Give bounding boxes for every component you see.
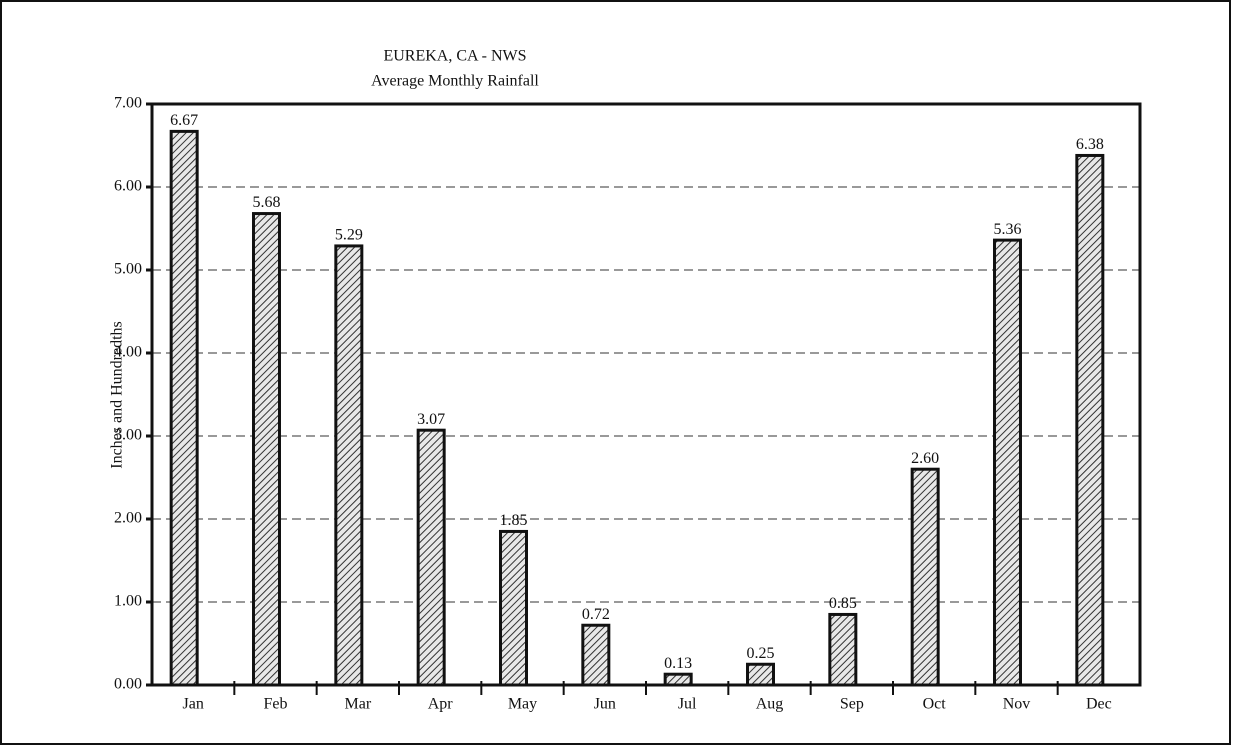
x-tick-label: Apr xyxy=(428,696,454,713)
y-tick-label: 7.00 xyxy=(114,95,142,112)
x-tick-label: Jul xyxy=(678,696,697,713)
value-label: 0.85 xyxy=(829,595,857,612)
bar xyxy=(499,529,528,687)
plot-frame xyxy=(150,102,1142,687)
y-tick-label: 0.00 xyxy=(114,676,142,693)
x-tick-label: Nov xyxy=(1003,696,1031,713)
x-tick-label: Mar xyxy=(345,696,372,713)
value-label: 5.68 xyxy=(253,194,281,211)
x-tick-label: Dec xyxy=(1086,696,1112,713)
chart-subtitle: Average Monthly Rainfall xyxy=(371,73,539,90)
y-axis-label: Inches and Hundredths xyxy=(109,321,126,469)
bar xyxy=(252,212,281,687)
value-label: 0.72 xyxy=(582,606,610,623)
y-tick-label: 5.00 xyxy=(114,261,142,278)
bar xyxy=(416,428,446,687)
bar xyxy=(334,244,364,687)
bar xyxy=(746,662,775,687)
x-tick-label: Jan xyxy=(183,696,204,713)
x-tick-label: Feb xyxy=(264,696,288,713)
x-tick-label: Jun xyxy=(594,696,616,713)
y-tick-label: 6.00 xyxy=(114,178,142,195)
value-label: 3.07 xyxy=(417,411,445,428)
y-tick-label: 3.00 xyxy=(114,427,142,444)
value-label: 6.38 xyxy=(1076,136,1104,153)
bar xyxy=(828,612,858,687)
value-label: 5.36 xyxy=(994,221,1022,238)
value-label: 5.29 xyxy=(335,227,363,244)
bar xyxy=(910,467,940,687)
y-tick-label: 4.00 xyxy=(114,344,142,361)
bar xyxy=(993,238,1022,687)
x-tick-label: Aug xyxy=(756,696,784,713)
value-label: 2.60 xyxy=(911,450,939,467)
value-label: 1.85 xyxy=(500,512,528,529)
y-tick-label: 1.00 xyxy=(114,593,142,610)
bar xyxy=(1075,153,1105,687)
x-tick-label: May xyxy=(508,696,537,713)
bar xyxy=(169,129,199,687)
value-label: 6.67 xyxy=(170,112,198,129)
chart-title: EUREKA, CA - NWS xyxy=(383,48,526,65)
bar xyxy=(663,672,693,687)
value-label: 0.13 xyxy=(664,655,692,672)
y-tick-label: 2.00 xyxy=(114,510,142,527)
x-tick-label: Sep xyxy=(840,696,864,713)
value-label: 0.25 xyxy=(747,645,775,662)
bar xyxy=(581,623,611,687)
x-tick-label: Oct xyxy=(923,696,947,713)
